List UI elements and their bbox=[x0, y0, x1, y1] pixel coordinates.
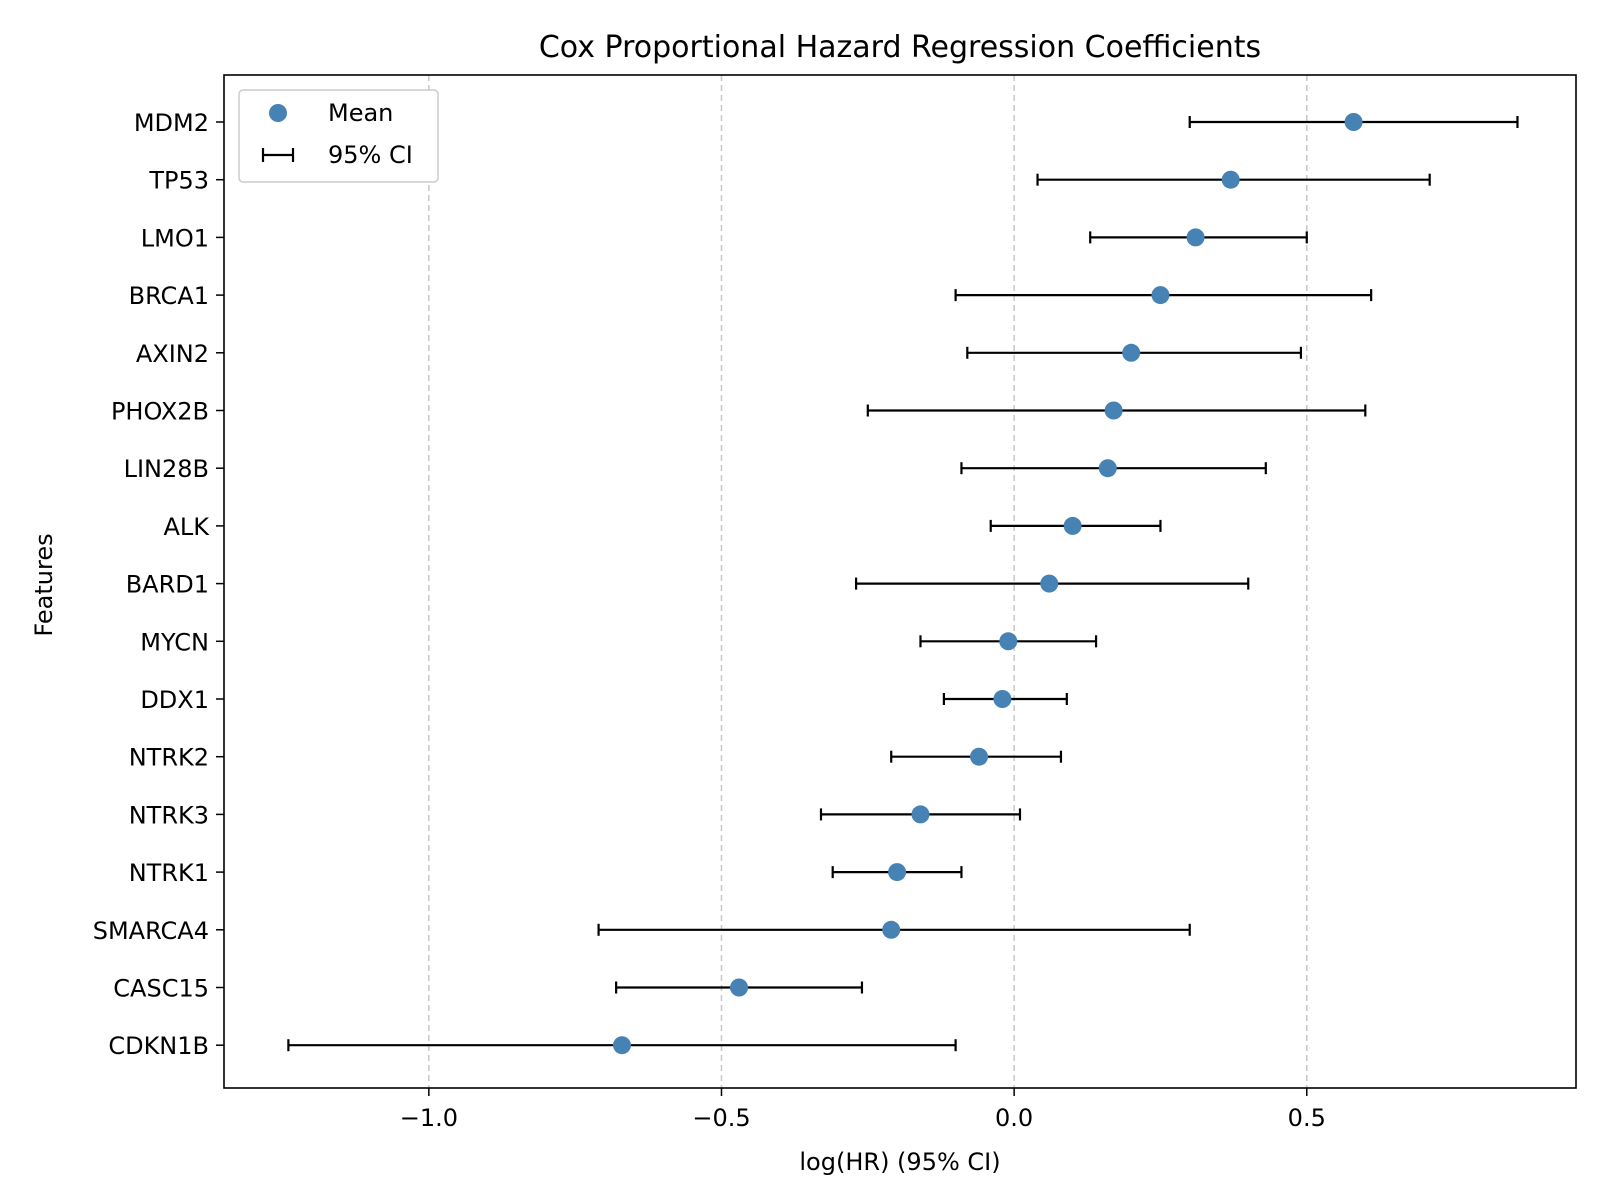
legend-ci-marker bbox=[261, 148, 295, 162]
plot-frame bbox=[223, 74, 1577, 1089]
x-tick-label: 0.5 bbox=[1288, 1104, 1326, 1132]
mean-point bbox=[970, 747, 989, 766]
mean-point bbox=[1063, 516, 1082, 535]
mean-point bbox=[911, 805, 930, 824]
legend-mean-marker bbox=[269, 104, 287, 122]
mean-point bbox=[1151, 286, 1170, 305]
x-tick-label: −1.0 bbox=[400, 1104, 458, 1132]
y-tick-label: BRCA1 bbox=[129, 282, 209, 310]
mean-point bbox=[1221, 170, 1240, 189]
mean-point bbox=[1040, 574, 1059, 593]
y-tick-label: PHOX2B bbox=[111, 398, 209, 426]
y-tick-label: LIN28B bbox=[124, 455, 209, 483]
mean-point bbox=[1122, 343, 1141, 362]
mean-point bbox=[999, 632, 1018, 651]
x-tick-label: −0.5 bbox=[692, 1104, 750, 1132]
mean-point bbox=[730, 978, 749, 997]
mean-point bbox=[1344, 113, 1363, 131]
y-tick-label: DDX1 bbox=[140, 686, 209, 714]
y-tick-label: CDKN1B bbox=[108, 1032, 209, 1060]
y-tick-label: TP53 bbox=[148, 167, 209, 195]
mean-point bbox=[1186, 228, 1205, 247]
y-tick-label: LMO1 bbox=[141, 224, 209, 252]
plot-marks bbox=[287, 113, 1519, 1055]
y-tick-label: MYCN bbox=[140, 628, 209, 656]
mean-point bbox=[612, 1036, 631, 1055]
legend: Mean 95% CI bbox=[238, 89, 439, 183]
mean-point bbox=[993, 690, 1012, 708]
x-tick-label: 0.0 bbox=[995, 1104, 1033, 1132]
y-tick-label: SMARCA4 bbox=[93, 917, 209, 945]
y-tick-label: NTRK3 bbox=[129, 801, 209, 829]
y-tick-label: BARD1 bbox=[126, 571, 209, 599]
x-axis-ticks: −1.0 −0.5 0.0 0.5 bbox=[400, 1088, 1326, 1132]
legend-ci-label: 95% CI bbox=[328, 141, 413, 169]
y-tick-label: ALK bbox=[163, 513, 210, 541]
mean-point bbox=[888, 863, 907, 882]
y-tick-label: CASC15 bbox=[113, 975, 209, 1003]
y-tick-label: AXIN2 bbox=[136, 340, 209, 368]
grid-lines bbox=[428, 75, 1308, 1088]
y-axis-label: Features bbox=[30, 533, 58, 636]
y-axis-ticks: MDM2 TP53 LMO1 BRCA1 AXIN2 PHOX2B LIN28B ALK BAR… bbox=[93, 109, 224, 1060]
mean-point bbox=[1098, 459, 1117, 478]
y-tick-label: NTRK1 bbox=[129, 859, 209, 887]
mean-point bbox=[1104, 401, 1123, 420]
chart-title: Cox Proportional Hazard Regression Coeff… bbox=[539, 30, 1261, 65]
y-tick-label: NTRK2 bbox=[129, 744, 209, 772]
legend-mean-label: Mean bbox=[328, 99, 393, 127]
y-tick-label: MDM2 bbox=[134, 109, 209, 137]
mean-point bbox=[882, 920, 901, 939]
x-axis-label: log(HR) (95% CI) bbox=[799, 1148, 1000, 1176]
legend-box bbox=[238, 89, 439, 183]
